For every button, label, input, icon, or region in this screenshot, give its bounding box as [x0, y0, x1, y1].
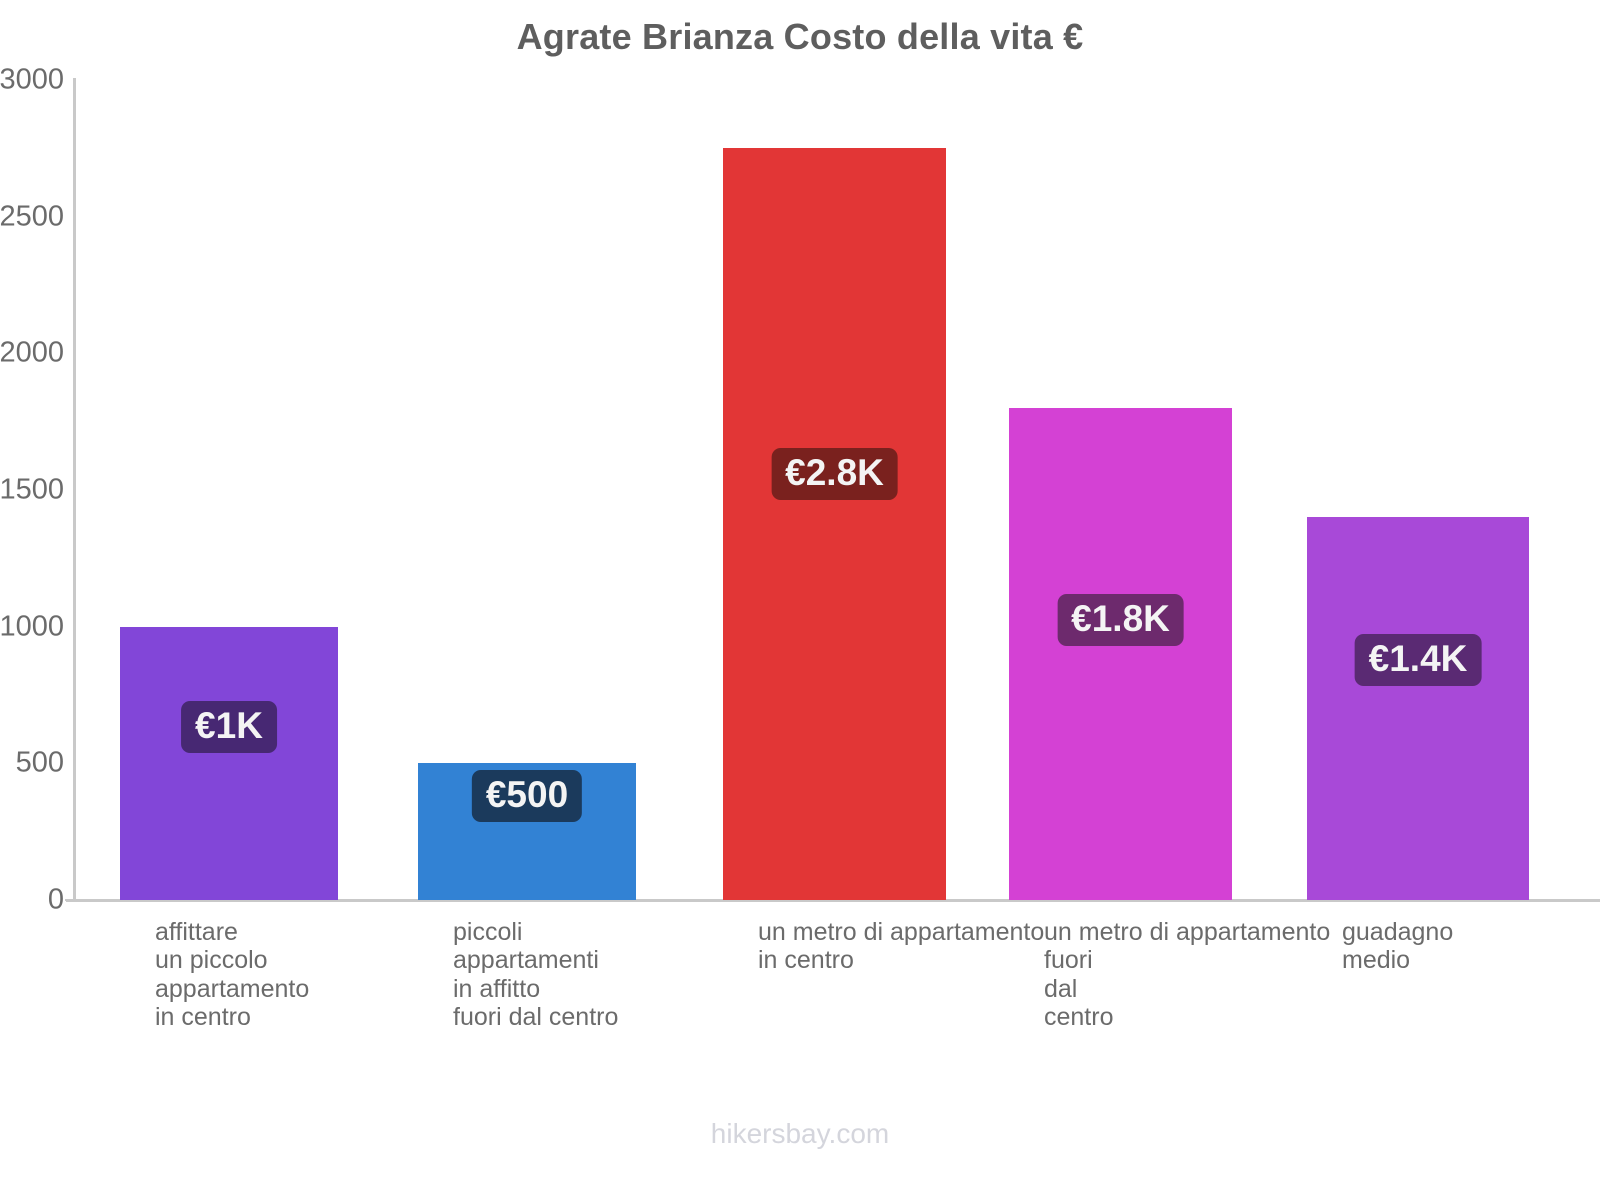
x-axis-category-label: affittare un piccolo appartamento in centro — [155, 918, 309, 1031]
category-label-line: medio — [1342, 946, 1411, 975]
y-axis-tick-label: 0 — [47, 883, 64, 916]
bar[interactable]: €1K — [120, 626, 338, 900]
category-label-line: fuori — [1044, 946, 1093, 975]
bar[interactable]: €2.8K — [723, 148, 946, 900]
bar[interactable]: €1.8K — [1009, 408, 1232, 900]
category-label-line: appartamenti — [453, 946, 599, 975]
bar-value-label: €1K — [181, 700, 277, 753]
y-axis-tick-label: 3000 — [0, 63, 64, 96]
plot-area: 0 500 1000 1500 2000 2500 3000 €1K €500 €2.8K €1.… — [0, 64, 1600, 916]
y-axis-line — [73, 78, 76, 902]
x-axis-line — [66, 899, 1600, 902]
category-label-line: in affitto — [453, 974, 541, 1003]
bar-value-label: €2.8K — [771, 448, 898, 501]
y-axis-tick-label: 2000 — [0, 336, 64, 369]
bar-value-label: €1.8K — [1057, 594, 1184, 646]
category-label-line: in centro — [155, 1002, 251, 1031]
chart-title: Agrate Brianza Costo della vita € — [516, 16, 1084, 57]
category-label-line: in centro — [758, 946, 854, 975]
y-axis-tick-label: 500 — [15, 746, 64, 779]
category-label-line: un metro di appartamento — [1044, 918, 1331, 946]
category-label-line: fuori dal centro — [453, 1002, 619, 1031]
y-axis-tick-label: 1000 — [0, 610, 64, 643]
category-label-line: appartamento — [155, 974, 310, 1003]
x-axis-category-label: un metro di appartamento fuori dal centro — [1044, 918, 1330, 1031]
category-label-line: piccoli — [453, 918, 523, 946]
category-label-line: un metro di appartamento — [758, 918, 1045, 946]
bar[interactable]: €1.4K — [1307, 517, 1529, 900]
footer-watermark: hikersbay.com — [710, 1118, 890, 1149]
y-axis-tick-label: 2500 — [0, 200, 64, 233]
bar-value-label: €500 — [471, 770, 583, 823]
y-axis-tick-mark — [65, 899, 73, 901]
category-label-line: affittare — [155, 918, 238, 946]
x-axis-category-label: piccoli appartamenti in affitto fuori dal c… — [453, 918, 618, 1031]
category-label-line: guadagno — [1342, 918, 1454, 946]
category-label-line: centro — [1044, 1002, 1114, 1031]
bar-value-label: €1.4K — [1354, 634, 1482, 687]
bar[interactable]: €500 — [418, 763, 636, 900]
x-axis-category-label: un metro di appartamento in centro — [758, 918, 1044, 975]
y-axis-tick-label: 1500 — [0, 473, 64, 506]
category-label-line: un piccolo — [155, 946, 268, 975]
category-label-line: dal — [1044, 974, 1078, 1003]
x-axis-category-label: guadagno medio — [1342, 918, 1453, 975]
